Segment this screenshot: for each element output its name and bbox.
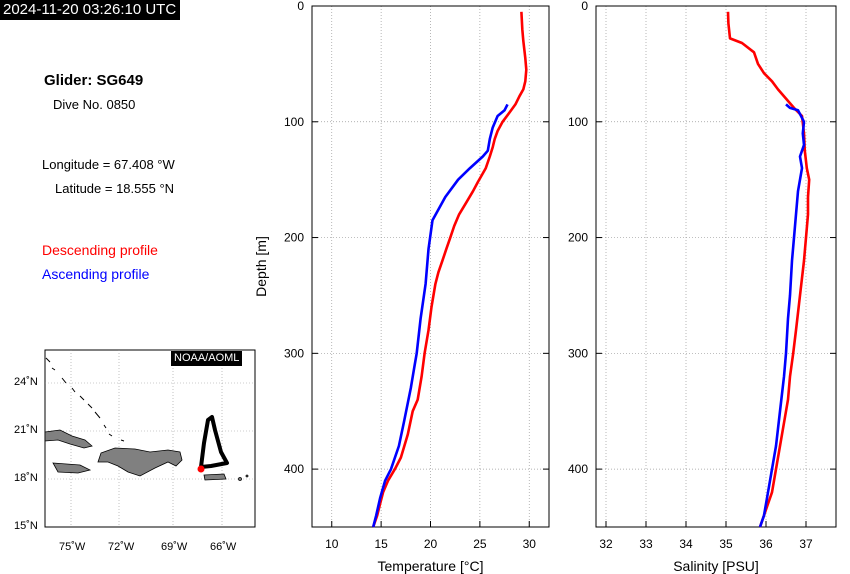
chart1-ytick-label: 0 — [297, 0, 304, 13]
map-lon-tick: 66˚W — [210, 541, 237, 553]
descending-legend: Descending profile — [42, 242, 158, 258]
chart2-frame — [595, 5, 837, 528]
chart2-ytick-label: 200 — [568, 231, 588, 245]
chart1-ylabel: Depth [m] — [253, 236, 269, 297]
chart1-ytick-label: 100 — [284, 115, 304, 129]
chart1-ytick-label: 200 — [284, 231, 304, 245]
chart2-xtick-label: 34 — [679, 537, 693, 551]
dive-number: Dive No. 0850 — [53, 97, 136, 112]
timestamp-label: 2024-11-20 03:26:10 UTC — [0, 0, 181, 20]
chart2-xtick-label: 36 — [759, 537, 773, 551]
latitude-readout: Latitude = 18.555 °N — [55, 181, 175, 196]
map-lon-tick: 69˚W — [161, 541, 188, 553]
longitude-readout: Longitude = 67.408 °W — [42, 157, 175, 172]
chart1-xtick-label: 25 — [473, 537, 487, 551]
ascending-legend: Ascending profile — [42, 266, 150, 282]
map-lon-tick: 75˚W — [59, 541, 86, 553]
glider-name: Glider: SG649 — [44, 72, 144, 89]
chart1-series-ascending — [371, 103, 509, 528]
chart1-xtick-label: 30 — [523, 537, 537, 551]
map-badge: NOAA/AOML — [171, 351, 243, 366]
chart2-ytick-label: 400 — [568, 462, 588, 476]
chart2-xtick-label: 37 — [799, 537, 813, 551]
chart2-xtick-label: 32 — [599, 537, 613, 551]
map-lat-tick: 21˚N — [14, 424, 38, 436]
chart1-xtick-label: 20 — [424, 537, 438, 551]
chart1-frame — [311, 5, 550, 528]
map-lat-tick: 18˚N — [14, 472, 38, 484]
chart2-xtick-label: 35 — [719, 537, 733, 551]
chart2-ytick-label: 0 — [581, 0, 588, 13]
map-lat-tick: 24˚N — [14, 376, 38, 388]
chart1-ytick-label: 400 — [284, 462, 304, 476]
chart2-series-ascending — [758, 103, 806, 528]
chart1-series-descending — [371, 11, 528, 528]
chart2-ytick-label: 300 — [568, 346, 588, 360]
chart2-xlabel: Salinity [PSU] — [673, 558, 759, 574]
chart2-xtick-label: 33 — [639, 537, 653, 551]
chart2-ytick-label: 100 — [568, 115, 588, 129]
chart1-xlabel: Temperature [°C] — [378, 558, 484, 574]
map-lat-tick: 15˚N — [14, 520, 38, 532]
map-lon-tick: 72˚W — [108, 541, 135, 553]
chart1-ytick-label: 300 — [284, 346, 304, 360]
chart1-xtick-label: 10 — [325, 537, 339, 551]
chart1-xtick-label: 15 — [374, 537, 388, 551]
chart2-series-descending — [726, 11, 811, 528]
